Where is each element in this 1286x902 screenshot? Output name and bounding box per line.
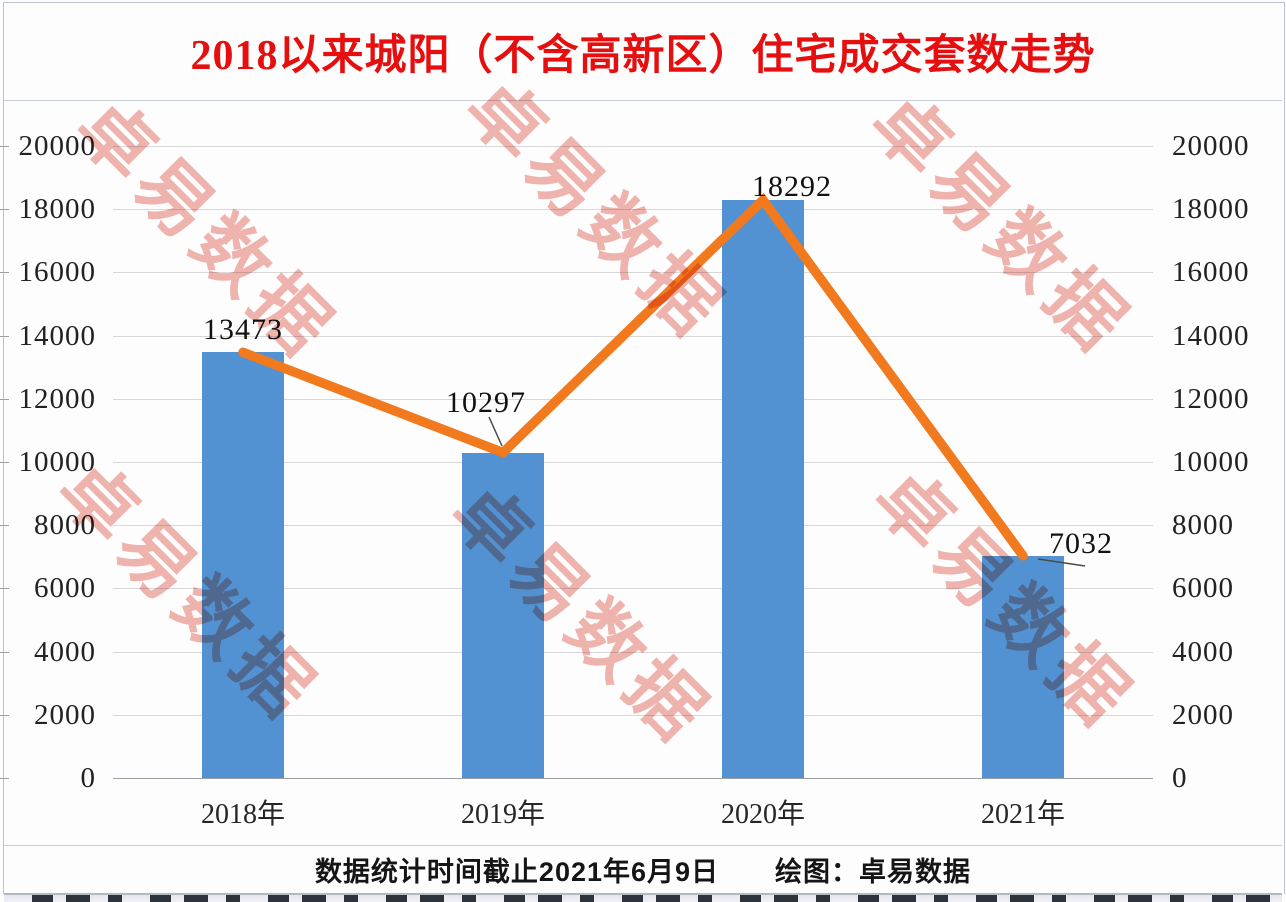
- y-axis-tick-8000: [0, 525, 9, 526]
- y-axis-label-right-6000: 6000: [1172, 572, 1234, 604]
- bar-2020年: [722, 200, 804, 778]
- y-axis-label-left-0: 0: [80, 762, 96, 794]
- y-axis-label-right-4000: 4000: [1172, 636, 1234, 668]
- y-axis-tick-2000: [0, 715, 9, 716]
- y-axis-label-left-8000: 8000: [34, 509, 96, 541]
- y-axis-tick-6000: [0, 588, 9, 589]
- y-axis-tick-10000: [0, 462, 9, 463]
- y-axis-label-right-0: 0: [1172, 762, 1188, 794]
- footer-divider: [4, 893, 1282, 895]
- y-axis-label-left-2000: 2000: [34, 699, 96, 731]
- gridline-18000: [113, 209, 1153, 210]
- gridline-0: [113, 778, 1153, 779]
- y-axis-tick-0: [0, 778, 9, 779]
- plot-bottom-divider: [4, 845, 1282, 846]
- x-axis-label-2021年: 2021年: [980, 799, 1065, 830]
- y-axis-label-left-20000: 20000: [18, 130, 96, 162]
- y-axis-tick-12000: [0, 399, 9, 400]
- y-axis-label-right-16000: 16000: [1172, 256, 1250, 288]
- y-axis-label-right-12000: 12000: [1172, 383, 1250, 415]
- bar-2018年: [202, 352, 284, 778]
- y-axis-label-left-6000: 6000: [34, 572, 96, 604]
- title-band: 2018以来城阳（不含高新区）住宅成交套数走势: [4, 2, 1282, 100]
- y-axis-label-right-2000: 2000: [1172, 699, 1234, 731]
- gridline-2000: [113, 715, 1153, 716]
- trend-line: [238, 192, 1028, 561]
- y-axis-label-left-4000: 4000: [34, 636, 96, 668]
- y-axis-label-left-12000: 12000: [18, 383, 96, 415]
- x-axis-label-2019年: 2019年: [460, 799, 545, 830]
- data-label-7032: 7032: [1049, 527, 1113, 560]
- data-label-13473: 13473: [203, 313, 283, 346]
- x-axis-label-2018年: 2018年: [200, 799, 285, 830]
- y-axis-tick-4000: [0, 652, 9, 653]
- footer-note: 数据统计时间截止2021年6月9日 绘图：卓易数据: [314, 857, 972, 887]
- footer-band: 数据统计时间截止2021年6月9日 绘图：卓易数据: [4, 846, 1282, 893]
- y-axis-tick-16000: [0, 272, 9, 273]
- x-axis-label-2020年: 2020年: [720, 799, 805, 830]
- data-label-18292: 18292: [752, 170, 832, 203]
- y-axis-tick-14000: [0, 336, 9, 337]
- bar-2021年: [982, 556, 1064, 778]
- gridline-20000: [113, 146, 1153, 147]
- data-label-10297: 10297: [446, 386, 526, 419]
- cropped-next-row-strip: [4, 895, 1282, 902]
- y-axis-label-left-14000: 14000: [18, 320, 96, 352]
- bar-2019年: [462, 453, 544, 778]
- gridline-4000: [113, 652, 1153, 653]
- data-label-leader-line: [488, 416, 503, 447]
- y-axis-label-right-18000: 18000: [1172, 193, 1250, 225]
- y-axis-label-left-10000: 10000: [18, 446, 96, 478]
- title-divider: [4, 100, 1282, 101]
- watermark-3: 卓易数据: [855, 78, 1147, 370]
- gridline-16000: [113, 272, 1153, 273]
- y-axis-label-left-16000: 16000: [18, 256, 96, 288]
- y-axis-label-right-20000: 20000: [1172, 130, 1250, 162]
- y-axis-tick-18000: [0, 209, 9, 210]
- outer-border: [3, 2, 1285, 894]
- y-axis-label-right-14000: 14000: [1172, 320, 1250, 352]
- y-axis-label-right-8000: 8000: [1172, 509, 1234, 541]
- gridline-6000: [113, 588, 1153, 589]
- chart-title: 2018以来城阳（不含高新区）住宅成交套数走势: [190, 32, 1096, 79]
- y-axis-label-right-10000: 10000: [1172, 446, 1250, 478]
- y-axis-label-left-18000: 18000: [18, 193, 96, 225]
- y-axis-tick-20000: [0, 146, 9, 147]
